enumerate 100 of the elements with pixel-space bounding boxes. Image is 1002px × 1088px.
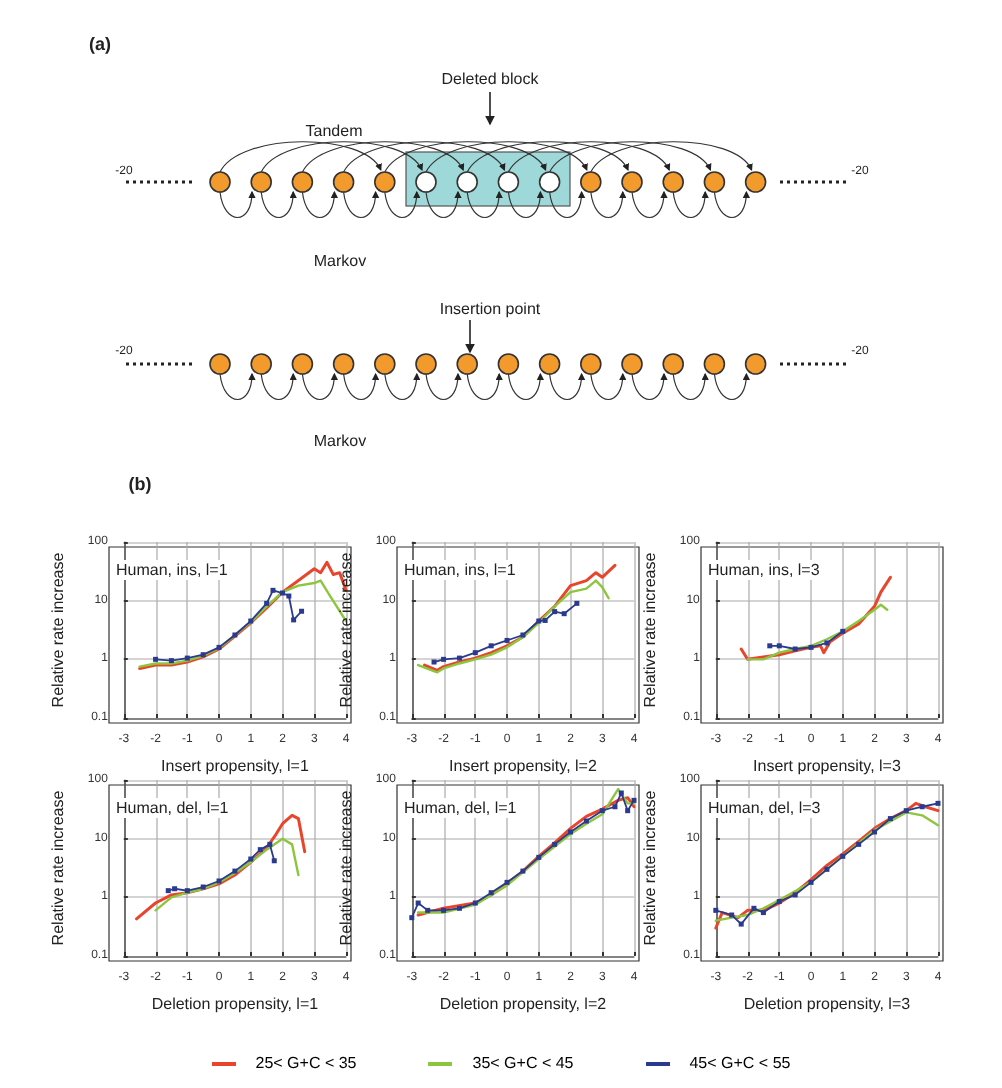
x-axis-title: Deletion propensity, l=2 — [439, 995, 608, 1013]
point — [618, 790, 624, 796]
x-axis-title: Insert propensity, l=2 — [449, 757, 598, 775]
point — [488, 890, 494, 896]
point — [184, 655, 190, 661]
point — [200, 652, 206, 658]
point — [504, 637, 510, 643]
y-axis-title: Relative rate increase — [337, 789, 355, 946]
point — [713, 907, 719, 913]
point — [472, 650, 478, 656]
point — [520, 868, 526, 874]
point — [425, 907, 431, 913]
point — [792, 892, 798, 898]
point — [574, 600, 580, 606]
point — [504, 879, 510, 885]
point — [776, 643, 782, 649]
point — [568, 829, 574, 835]
line-series — [416, 579, 610, 674]
point — [248, 618, 254, 624]
point — [153, 656, 159, 662]
point — [824, 866, 830, 872]
point — [903, 808, 909, 814]
text: Deleted block — [441, 70, 541, 88]
y-axis-title: Relative rate increase — [641, 551, 659, 708]
x-axis-title: Insert propensity, l=3 — [753, 757, 902, 775]
text: Markov — [313, 252, 367, 270]
line-series — [746, 603, 889, 661]
y-axis-title: Relative rate increase — [49, 551, 67, 708]
point — [767, 643, 773, 649]
point — [631, 797, 637, 803]
point — [168, 658, 174, 664]
text: (b) — [128, 474, 152, 494]
point — [472, 900, 478, 906]
point — [887, 816, 893, 822]
point — [415, 900, 421, 906]
point — [165, 888, 171, 894]
point — [270, 587, 276, 593]
point — [776, 898, 782, 904]
point — [267, 841, 273, 847]
point — [200, 884, 206, 890]
line-series — [767, 628, 846, 652]
point — [583, 818, 589, 824]
text: Insertion point — [439, 300, 542, 318]
point — [856, 841, 862, 847]
line-series — [153, 587, 305, 664]
point — [542, 617, 548, 623]
annotation: Human, del, l=1 — [404, 799, 518, 817]
y-axis-title: Relative rate increase — [641, 789, 659, 946]
annotation: Human, ins, l=1 — [404, 561, 517, 579]
line-series — [739, 575, 892, 661]
legend-label: 25< G+C < 35 — [253, 1054, 357, 1072]
point — [488, 643, 494, 649]
point — [184, 888, 190, 894]
point — [520, 632, 526, 638]
point — [248, 856, 254, 862]
text: Tandem — [305, 122, 364, 140]
point — [552, 841, 558, 847]
point — [299, 608, 305, 614]
point — [935, 800, 941, 806]
annotation: Human, ins, l=3 — [708, 561, 821, 579]
point — [840, 853, 846, 859]
point — [441, 907, 447, 913]
point — [264, 600, 270, 606]
line-series — [431, 600, 580, 665]
point — [808, 879, 814, 885]
point — [280, 590, 286, 596]
point — [409, 915, 415, 921]
point — [760, 910, 766, 916]
point — [561, 611, 567, 617]
line-series — [165, 841, 277, 894]
point — [738, 921, 744, 927]
line-series — [154, 837, 300, 912]
point — [536, 618, 542, 624]
x-axis-title: Insert propensity, l=1 — [161, 757, 310, 775]
point — [216, 878, 222, 884]
point — [456, 655, 462, 661]
x-axis-title: Deletion propensity, l=3 — [743, 995, 912, 1013]
point — [751, 905, 757, 911]
point — [552, 609, 558, 615]
point — [441, 656, 447, 662]
point — [232, 632, 238, 638]
annotation: Human, del, l=3 — [708, 799, 822, 817]
line-series — [135, 813, 307, 921]
y-axis-title: Relative rate increase — [49, 789, 67, 946]
x-axis-title: Deletion propensity, l=1 — [151, 995, 320, 1013]
point — [456, 905, 462, 911]
point — [729, 912, 735, 918]
point — [431, 659, 437, 665]
point — [536, 854, 542, 860]
point — [271, 858, 277, 864]
point — [919, 804, 925, 810]
point — [612, 804, 618, 810]
legend-label: 35< G+C < 45 — [470, 1054, 574, 1072]
point — [291, 617, 297, 623]
point — [625, 808, 631, 814]
point — [257, 847, 263, 853]
point — [599, 808, 605, 814]
text: Markov — [313, 432, 367, 450]
annotation: Human, ins, l=1 — [116, 561, 229, 579]
annotation: Human, del, l=1 — [116, 799, 230, 817]
